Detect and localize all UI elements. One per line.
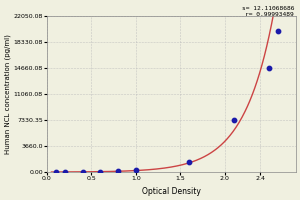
- X-axis label: Optical Density: Optical Density: [142, 187, 201, 196]
- Y-axis label: Human NCL concentration (pg/ml): Human NCL concentration (pg/ml): [4, 34, 11, 154]
- Point: [98, 170, 103, 173]
- Point: [187, 160, 192, 163]
- Point: [276, 29, 280, 32]
- Point: [53, 171, 58, 174]
- Point: [231, 119, 236, 122]
- Point: [62, 170, 67, 174]
- Point: [116, 169, 121, 172]
- Point: [134, 168, 138, 171]
- Point: [267, 67, 272, 70]
- Point: [80, 170, 85, 173]
- Text: s= 12.11068686
r= 0.99993489: s= 12.11068686 r= 0.99993489: [242, 6, 294, 17]
